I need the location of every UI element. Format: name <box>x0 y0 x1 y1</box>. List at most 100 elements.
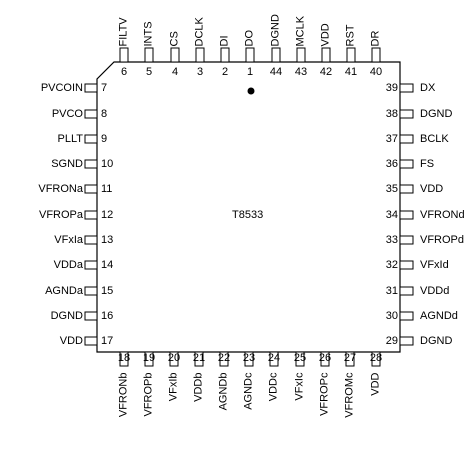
pin-name-31: VDDd <box>420 285 450 297</box>
pin-number-3: 3 <box>196 66 204 78</box>
pin-name-44: DGND <box>269 14 282 47</box>
bottom-pin-21 <box>194 351 204 367</box>
pin-number-11: 11 <box>101 183 113 195</box>
pin-number-9: 9 <box>101 133 108 145</box>
pin-name-15: AGNDa <box>45 285 83 297</box>
pin-number-23: 23 <box>242 352 256 364</box>
pin-name-25: VFxIc <box>293 372 306 401</box>
top-pin-4 <box>170 47 180 63</box>
left-pin-17 <box>84 336 98 346</box>
left-pin-14 <box>84 260 98 270</box>
pin-number-28: 28 <box>369 352 383 364</box>
bottom-pin-23 <box>244 351 254 367</box>
pin-number-25: 25 <box>293 352 307 364</box>
top-pin-2 <box>220 47 230 63</box>
pin-name-18: VFRONb <box>117 372 130 418</box>
pin-name-7: PVCOIN <box>40 82 83 94</box>
bottom-pin-22 <box>219 351 229 367</box>
pin-number-39: 39 <box>385 82 398 94</box>
pin-name-27: VFROMc <box>343 372 356 418</box>
top-pin-3 <box>195 47 205 63</box>
pin-name-22: AGNDb <box>217 372 230 411</box>
pin-number-18: 18 <box>117 352 131 364</box>
pin-number-35: 35 <box>385 183 398 195</box>
right-pin-33 <box>399 235 414 245</box>
pin-name-10: SGND <box>51 158 83 170</box>
right-pin-35 <box>399 184 414 194</box>
pin-name-36: FS <box>420 158 435 170</box>
pin-number-4: 4 <box>171 66 179 78</box>
left-pin-13 <box>84 235 98 245</box>
pin-number-5: 5 <box>145 66 153 78</box>
pin-name-43: MCLK <box>294 15 307 47</box>
right-pin-32 <box>399 260 414 270</box>
pin-number-17: 17 <box>101 335 114 347</box>
pin-number-12: 12 <box>101 209 114 221</box>
pin-name-42: VDD <box>319 23 332 47</box>
left-pin-11 <box>84 184 98 194</box>
pin-number-44: 44 <box>269 66 283 78</box>
pin-name-4: CS <box>168 31 181 47</box>
pin-name-11: VFRONa <box>38 183 83 195</box>
right-pin-39 <box>399 83 414 93</box>
pin-name-29: DGND <box>420 335 453 347</box>
top-pin-42 <box>321 47 331 63</box>
pin-number-41: 41 <box>344 66 358 78</box>
pin-name-33: VFROPd <box>420 234 465 246</box>
pin-number-32: 32 <box>385 259 398 271</box>
pin-name-6: FILTV <box>117 17 130 47</box>
pin-name-13: VFxIa <box>54 234 83 246</box>
pin1-indicator-dot <box>247 87 255 95</box>
left-pin-10 <box>84 159 98 169</box>
right-pin-29 <box>399 336 414 346</box>
pin-name-39: DX <box>420 82 436 94</box>
pin-name-26: VFROPc <box>318 372 331 416</box>
pin-name-40: DR <box>369 30 382 47</box>
pin-number-30: 30 <box>385 310 398 322</box>
right-pin-36 <box>399 159 414 169</box>
pin-number-36: 36 <box>385 158 398 170</box>
pin-name-12: VFROPa <box>38 209 83 221</box>
pin-number-40: 40 <box>369 66 383 78</box>
pin-number-13: 13 <box>101 234 114 246</box>
pin-number-29: 29 <box>385 335 398 347</box>
top-pin-40 <box>371 47 381 63</box>
pin-number-27: 27 <box>343 352 357 364</box>
bottom-pin-27 <box>345 351 355 367</box>
left-pin-12 <box>84 210 98 220</box>
pin-number-31: 31 <box>385 285 398 297</box>
bottom-pin-19 <box>144 351 154 367</box>
pin-name-38: DGND <box>420 108 453 120</box>
pin-name-1: DO <box>243 30 256 47</box>
pin-name-32: VFxId <box>420 259 449 271</box>
right-pin-37 <box>399 134 414 144</box>
pin-name-41: RST <box>344 24 357 47</box>
pin-name-9: PLLT <box>57 133 83 145</box>
bottom-pin-24 <box>269 351 279 367</box>
pin-name-14: VDDa <box>53 259 83 271</box>
pin-number-38: 38 <box>385 108 398 120</box>
pin-number-21: 21 <box>192 352 206 364</box>
left-pin-7 <box>84 83 98 93</box>
right-pin-34 <box>399 210 414 220</box>
pin-number-10: 10 <box>101 158 114 170</box>
pin-name-2: DI <box>218 35 231 47</box>
pin-name-16: DGND <box>50 310 83 322</box>
bottom-pin-28 <box>371 351 381 367</box>
pin-number-2: 2 <box>221 66 229 78</box>
bottom-pin-25 <box>295 351 305 367</box>
pin-name-37: BCLK <box>420 133 449 145</box>
pin-number-15: 15 <box>101 285 114 297</box>
pin-number-43: 43 <box>294 66 308 78</box>
pin-name-20: VFxIb <box>167 372 180 402</box>
pin-name-35: VDD <box>420 183 444 195</box>
top-pin-41 <box>346 47 356 63</box>
bottom-pin-26 <box>320 351 330 367</box>
left-pin-8 <box>84 109 98 119</box>
pin-number-37: 37 <box>385 133 398 145</box>
left-pin-9 <box>84 134 98 144</box>
pin-name-17: VDD <box>59 335 83 347</box>
right-pin-38 <box>399 109 414 119</box>
pin-number-42: 42 <box>319 66 333 78</box>
